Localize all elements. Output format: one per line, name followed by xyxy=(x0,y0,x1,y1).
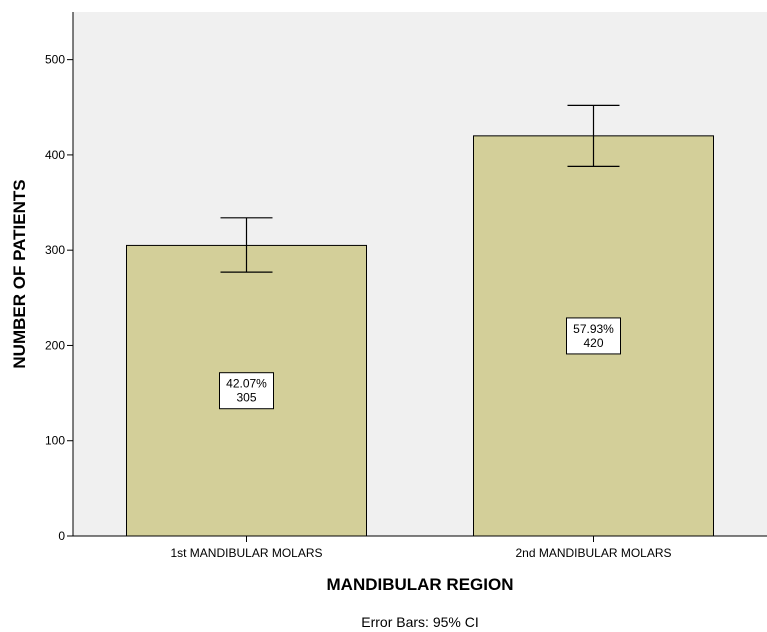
bar-2-count-label: 420 xyxy=(583,336,603,350)
x-tick-label: 2nd MANDIBULAR MOLARS xyxy=(515,546,671,560)
y-tick-label: 0 xyxy=(58,529,65,543)
y-tick-label: 100 xyxy=(45,434,65,448)
error-bars-note: Error Bars: 95% CI xyxy=(361,614,478,630)
bar-1-label-box xyxy=(219,372,274,410)
x-tick-label: 1st MANDIBULAR MOLARS xyxy=(170,546,322,560)
y-tick-label: 300 xyxy=(45,243,65,257)
y-tick-label: 500 xyxy=(45,53,65,67)
bar-1-percent-label: 42.07% xyxy=(226,377,267,391)
y-axis-title: NUMBER OF PATIENTS xyxy=(10,179,29,368)
bar-2-label-box xyxy=(566,317,621,355)
y-tick-label: 200 xyxy=(45,338,65,352)
x-axis-title: MANDIBULAR REGION xyxy=(327,575,514,594)
bar-1-count-label: 305 xyxy=(236,391,256,405)
y-tick-label: 400 xyxy=(45,148,65,162)
bar-2-percent-label: 57.93% xyxy=(573,322,614,336)
